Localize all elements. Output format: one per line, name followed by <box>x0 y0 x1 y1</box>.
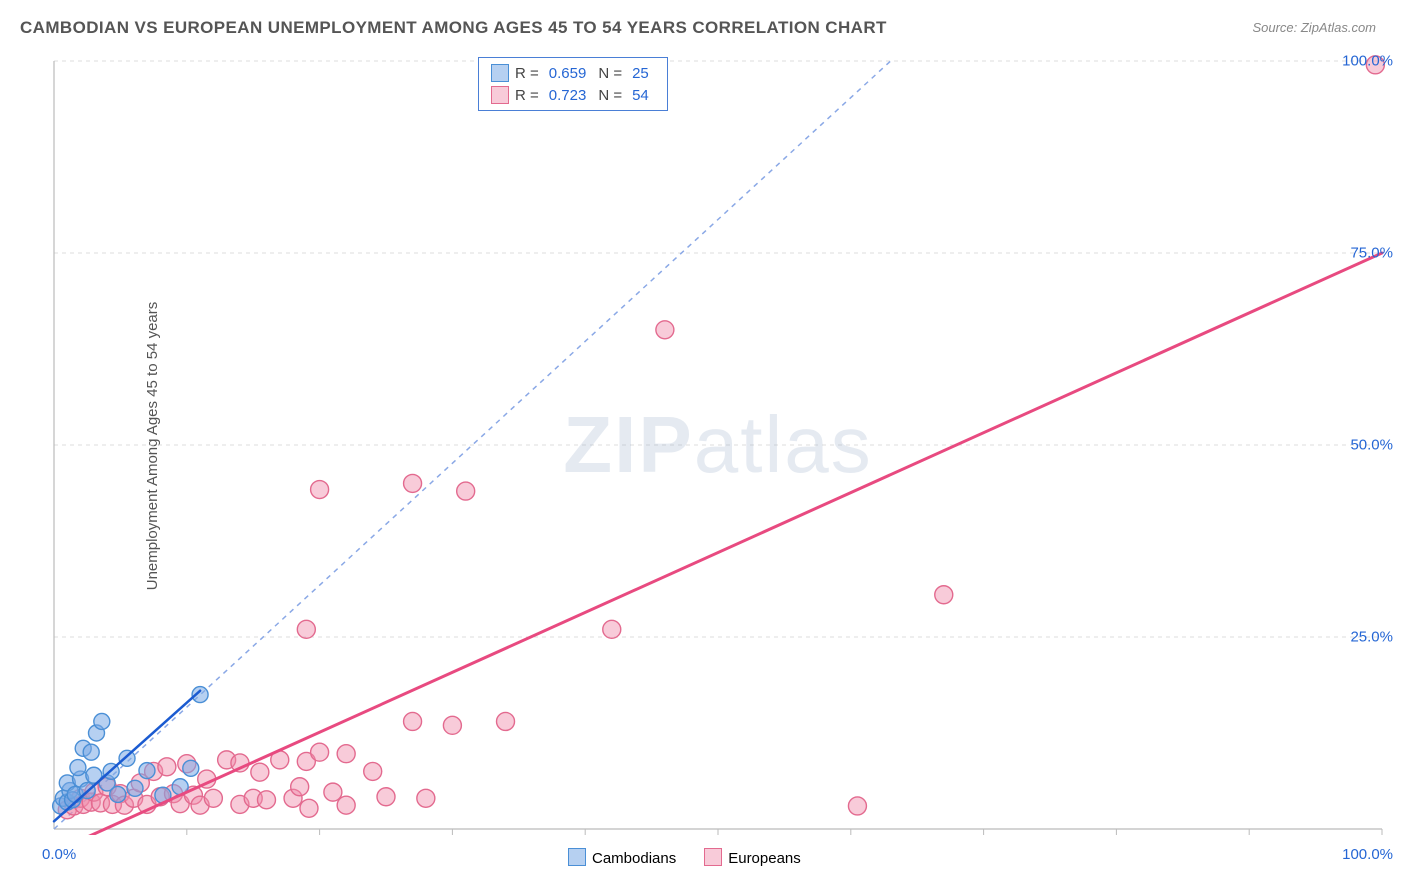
source-credit: Source: ZipAtlas.com <box>1252 20 1376 35</box>
stats-row-europeans: R = 0.723 N = 54 <box>491 84 655 106</box>
r-value-europeans: 0.723 <box>549 87 587 104</box>
r-label: R = <box>515 87 539 104</box>
legend-item-cambodians: Cambodians <box>568 848 676 867</box>
stats-legend: R = 0.659 N = 25 R = 0.723 N = 54 <box>478 57 668 111</box>
series-legend: Cambodians Europeans <box>568 848 801 867</box>
r-value-cambodians: 0.659 <box>549 65 587 82</box>
n-value-cambodians: 25 <box>632 65 649 82</box>
legend-item-europeans: Europeans <box>704 848 801 867</box>
swatch-europeans <box>704 848 722 866</box>
y-tick-100: 100.0% <box>1342 53 1393 70</box>
plot-svg <box>48 55 1388 835</box>
x-tick-0: 0.0% <box>42 846 76 863</box>
r-label: R = <box>515 65 539 82</box>
n-label: N = <box>598 87 622 104</box>
y-tick-50: 50.0% <box>1350 437 1393 454</box>
legend-label-europeans: Europeans <box>728 850 801 867</box>
swatch-europeans <box>491 86 509 104</box>
y-tick-25: 25.0% <box>1350 629 1393 646</box>
scatter-plot: ZIPatlas R = 0.659 N = 25 R = 0.723 N = … <box>48 55 1388 835</box>
stats-row-cambodians: R = 0.659 N = 25 <box>491 62 655 84</box>
swatch-cambodians <box>491 64 509 82</box>
legend-label-cambodians: Cambodians <box>592 850 676 867</box>
chart-title: CAMBODIAN VS EUROPEAN UNEMPLOYMENT AMONG… <box>20 18 887 38</box>
x-tick-100: 100.0% <box>1342 846 1393 863</box>
y-tick-75: 75.0% <box>1350 245 1393 262</box>
n-label: N = <box>598 65 622 82</box>
n-value-europeans: 54 <box>632 87 649 104</box>
swatch-cambodians <box>568 848 586 866</box>
